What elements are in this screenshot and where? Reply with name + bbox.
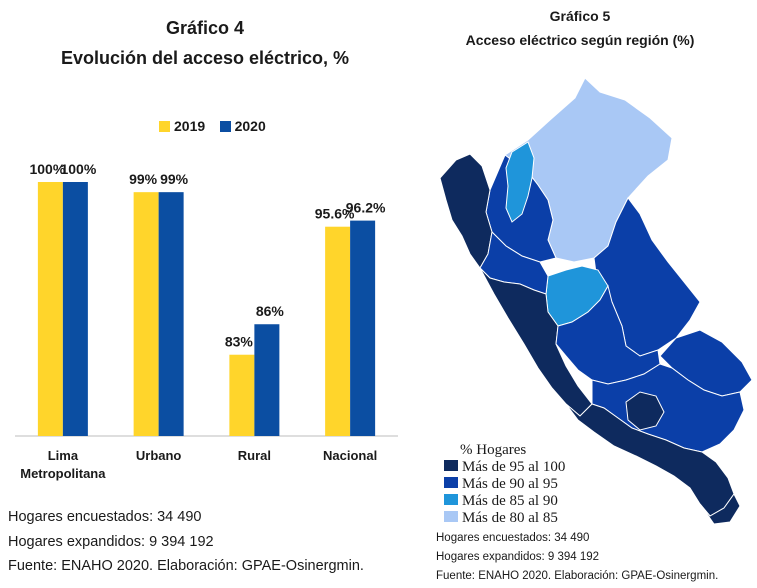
map-legend-item-3: Más de 85 al 90 [444, 493, 565, 510]
region-north-coast [439, 153, 493, 269]
bar-2019-2 [229, 354, 255, 436]
bar-2019-3 [325, 226, 351, 436]
data-label-2019-3: 95.6% [315, 206, 355, 222]
bar-2020-0 [62, 182, 88, 436]
chart4-footnote-1: Hogares encuestados: 34 490 [8, 509, 202, 525]
map-legend-swatch-4 [444, 511, 458, 522]
region-apurimac [625, 391, 665, 431]
chart4-subtitle: Evolución del acceso eléctrico, % [60, 48, 350, 68]
bar-2020-2 [254, 324, 280, 436]
map-legend: % Hogares Más de 95 al 100 Más de 90 al … [444, 442, 565, 527]
x-tick-label-0-line2: Metropolitana [20, 466, 106, 481]
bar-2020-3 [350, 220, 376, 436]
x-tick-label-0: Lima [48, 448, 79, 463]
map-legend-swatch-1 [444, 460, 458, 471]
data-label-2019-0: 100% [29, 161, 65, 177]
region-tacna [699, 493, 741, 525]
chart4-legend: 2019 2020 [159, 118, 276, 136]
map-legend-title: % Hogares [460, 442, 527, 458]
chart5-title: Gráfico 5 [549, 8, 611, 24]
map-legend-item-1: Más de 95 al 100 [444, 459, 565, 476]
data-label-2020-2: 86% [256, 303, 285, 319]
legend-swatch-2019 [159, 121, 170, 132]
x-tick-label-3: Nacional [323, 448, 377, 463]
chart5-footnote-1: Hogares encuestados: 34 490 [436, 532, 590, 544]
x-tick-label-1: Urbano [136, 448, 182, 463]
data-label-2020-0: 100% [60, 161, 96, 177]
legend-label-2020: 2020 [234, 118, 266, 134]
chart4-title: Gráfico 4 [165, 18, 245, 38]
map-legend-label-1: Más de 95 al 100 [462, 459, 566, 475]
data-label-2019-2: 83% [225, 334, 254, 350]
data-label-2020-1: 99% [160, 171, 189, 187]
map-legend-label-2: Más de 90 al 95 [462, 476, 558, 492]
region-san-martin [505, 141, 535, 223]
map-legend-swatch-3 [444, 494, 458, 505]
map-legend-item-4: Más de 80 al 85 [444, 510, 565, 527]
chart4-footnote-2: Hogares expandidos: 9 394 192 [8, 534, 214, 550]
bar-chart: 100%100% Lima Metropolitana 99% 99% Urbano 83%… [15, 161, 398, 481]
bar-2019-0 [37, 182, 63, 436]
legend-label-2019: 2019 [174, 118, 206, 134]
legend-swatch-2020 [219, 121, 231, 132]
region-central-sierra [555, 284, 661, 385]
data-label-2019-1: 99% [129, 171, 158, 187]
region-central-coast [479, 267, 593, 417]
x-tick-label-2: Rural [238, 448, 271, 463]
map-legend-swatch-2 [444, 477, 458, 488]
data-label-2020-3: 96.2% [346, 200, 386, 216]
legend-item-2020: 2020 [219, 118, 276, 135]
bar-2020-1 [158, 192, 184, 436]
map-legend-item-2: Más de 90 al 95 [444, 476, 565, 493]
region-south-coast [565, 403, 735, 517]
bar-2019-1 [133, 192, 159, 436]
map-legend-label-4: Más de 80 al 85 [462, 510, 558, 526]
chart5-footnote-2: Hogares expandidos: 9 394 192 [436, 551, 600, 563]
chart5-subtitle: Acceso eléctrico según región (%) [465, 32, 695, 48]
chart4-footnote-3: Fuente: ENAHO 2020. Elaboración: GPAE-Os… [8, 558, 364, 574]
legend-item-2019: 2019 [159, 118, 220, 135]
chart5-footnote-3: Fuente: ENAHO 2020. Elaboración: GPAE-Os… [436, 570, 719, 582]
map-legend-label-3: Más de 85 al 90 [462, 493, 558, 509]
